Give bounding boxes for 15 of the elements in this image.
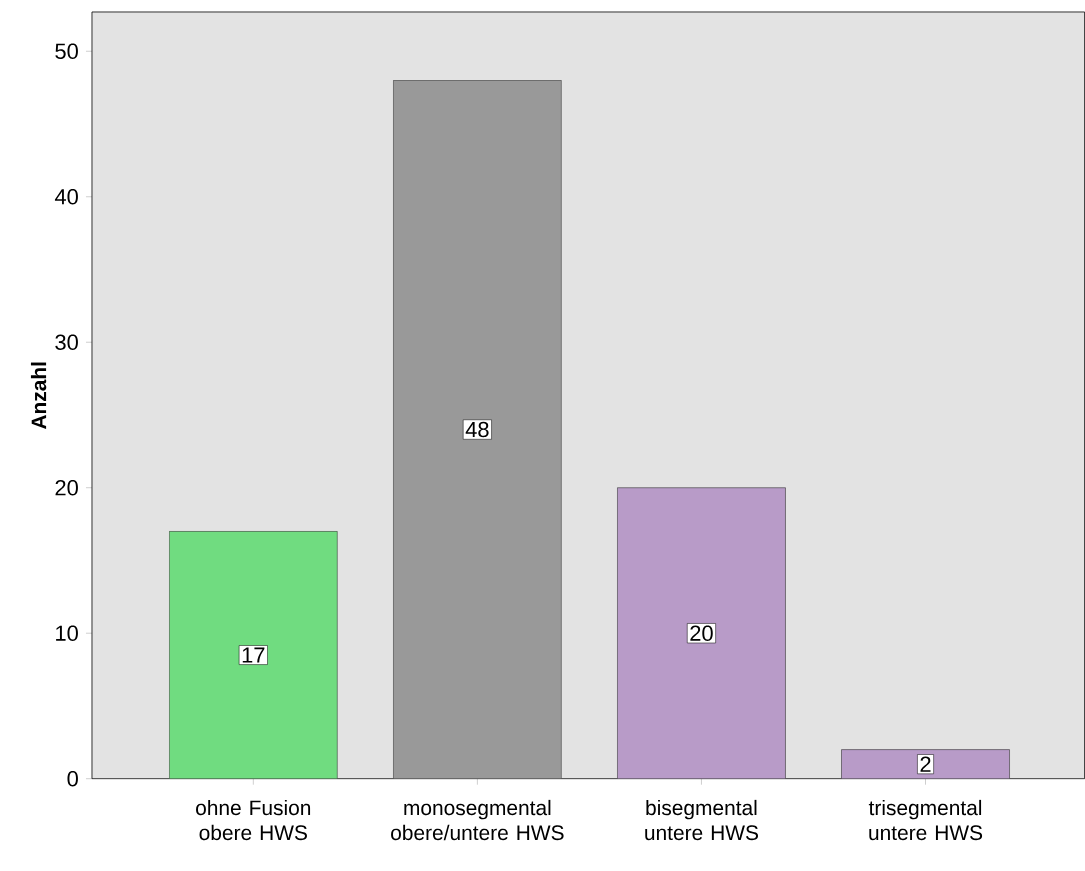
data-label: 20 — [690, 625, 713, 642]
y-axis-title: Anzahl — [30, 362, 47, 430]
data-label: 2 — [920, 756, 931, 772]
data-label: 48 — [465, 421, 489, 438]
data-label: 17 — [242, 647, 265, 663]
x-tick-label: monosegmental obere/untere HWS — [391, 800, 564, 841]
y-tick-label: 40 — [54, 189, 78, 205]
y-tick-label: 50 — [55, 43, 78, 60]
y-tick-label: 20 — [55, 480, 78, 496]
y-tick-label: 0 — [67, 771, 78, 787]
x-tick-label: bisegmental untere HWS — [645, 800, 759, 841]
x-tick-label: trisegmental untere HWS — [868, 800, 983, 841]
x-tick-label: ohne Fusion obere HWS — [196, 800, 311, 841]
y-tick-label: 10 — [56, 625, 78, 642]
y-tick-label: 30 — [55, 334, 78, 351]
